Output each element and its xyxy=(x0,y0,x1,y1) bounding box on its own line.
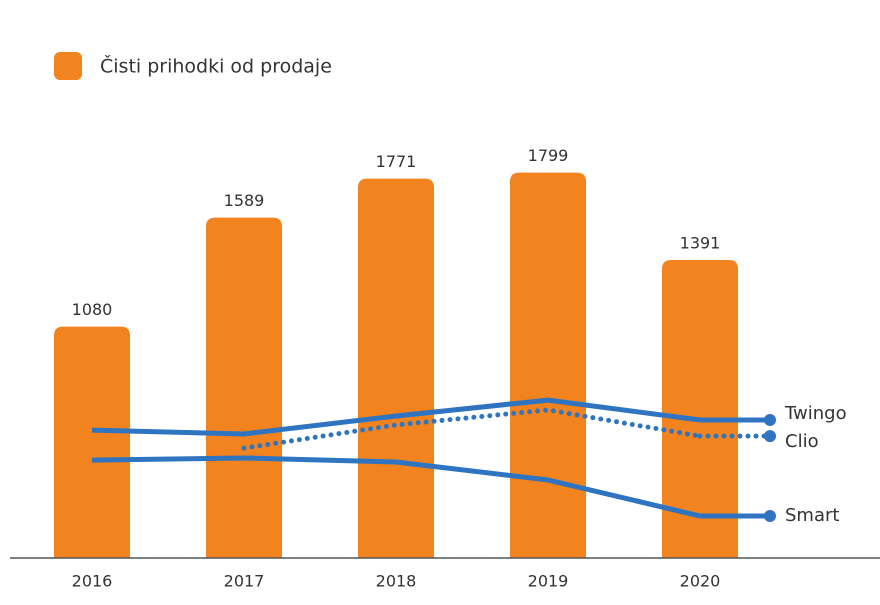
bar xyxy=(510,172,586,558)
data-label: 1589 xyxy=(224,191,265,210)
x-tick-label: 2020 xyxy=(680,572,721,591)
x-tick-label: 2016 xyxy=(72,572,113,591)
line xyxy=(91,455,701,519)
line-end-dot xyxy=(764,430,776,443)
legend-swatch xyxy=(54,52,82,80)
x-tick-label: 2017 xyxy=(224,572,265,591)
series-label: Clio xyxy=(785,431,819,452)
bar xyxy=(206,217,282,558)
legend-label: Čisti prihodki od prodaje xyxy=(100,54,332,78)
bar xyxy=(358,178,434,559)
line-end-dot xyxy=(764,510,776,523)
line xyxy=(241,407,703,451)
data-label: 1799 xyxy=(528,146,569,165)
bar xyxy=(54,326,130,558)
line xyxy=(91,397,701,437)
line-end-dot xyxy=(764,414,776,427)
data-label: 1080 xyxy=(72,300,113,319)
x-tick-label: 2019 xyxy=(528,572,569,591)
series-label: Smart xyxy=(785,505,839,526)
data-label: 1771 xyxy=(376,152,417,171)
x-tick-label: 2018 xyxy=(376,572,417,591)
series-label: Twingo xyxy=(784,403,847,424)
bar xyxy=(662,260,738,558)
data-label: 1391 xyxy=(680,234,721,253)
